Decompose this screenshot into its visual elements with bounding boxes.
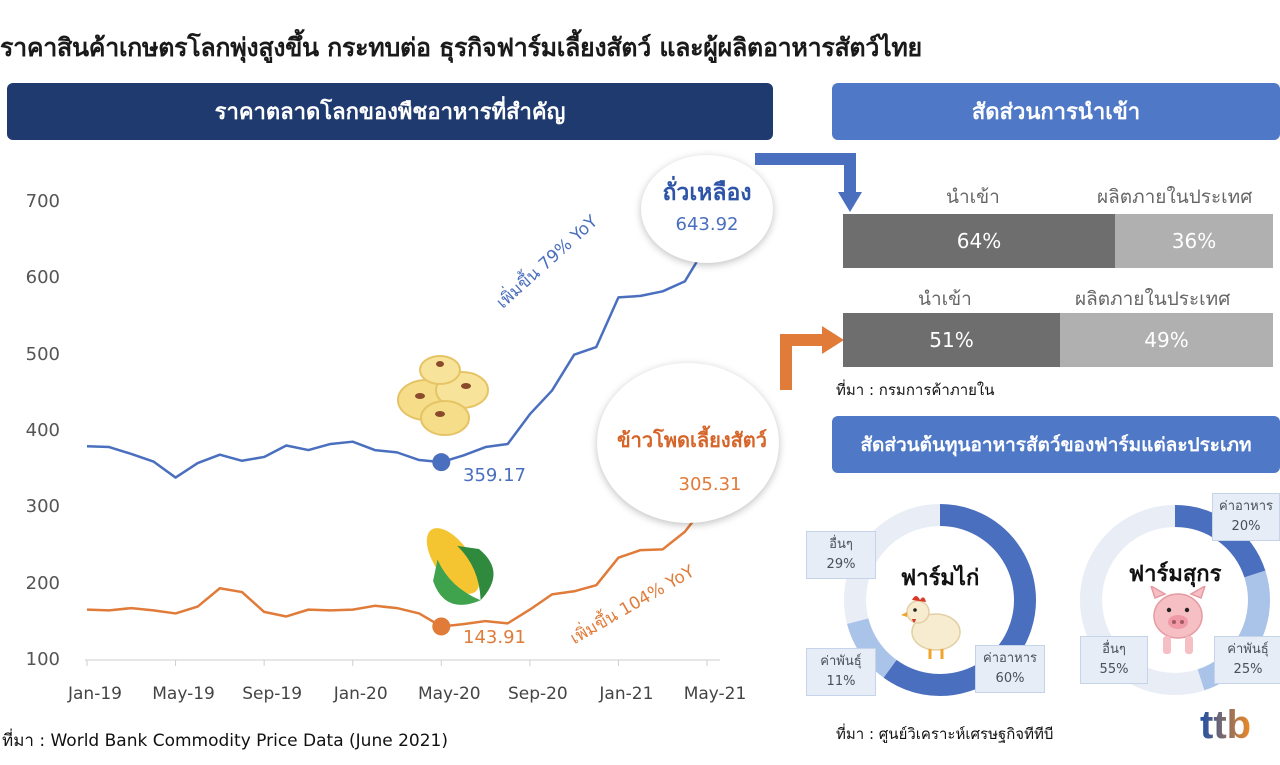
y-tick-label: 600 (25, 267, 60, 289)
corn-domestic-label: ผลิตภายในประเทศ (1075, 288, 1231, 310)
chicken-feed-label: ค่าอาหาร 60% (975, 645, 1045, 693)
ttb-logo-text: ttb (1200, 703, 1251, 747)
corn-end-value: 305.31 (678, 474, 742, 495)
arrow-right-icon (755, 153, 862, 212)
corn-label: ข้าวโพดเลี้ยงสัตว์ (616, 428, 768, 452)
arrow-right-icon (780, 326, 844, 390)
y-tick-label: 700 (25, 191, 60, 212)
chicken-slice (883, 504, 1036, 696)
corn-import-label: นำเข้า (918, 288, 972, 310)
chicken-breed-name: ค่าพันธุ์ (820, 654, 862, 669)
chicken-slice (847, 618, 897, 678)
chicken-icon (901, 596, 961, 659)
y-tick-label: 200 (25, 572, 60, 594)
page-title: ราคาสินค้าเกษตรโลกพุ่งสูงขึ้น กระทบต่อ ธ… (0, 33, 922, 62)
soybean-label: ถั่วเหลือง (662, 180, 752, 206)
y-tick-label: 300 (25, 496, 60, 518)
chicken-other-label: อื่นๆ 29% (806, 531, 876, 579)
y-tick-label: 500 (25, 343, 60, 365)
chicken-other-name: อื่นๆ (829, 537, 853, 552)
pig-breed-name: ค่าพันธุ์ (1227, 642, 1269, 657)
chicken-other-value: 29% (826, 557, 856, 572)
x-tick-label: Sep-19 (242, 684, 303, 704)
soy-import-bar: 64% (843, 214, 1115, 268)
corn-domestic-bar: 49% (1060, 313, 1273, 367)
pig-breed-label: ค่าพันธุ์ 25% (1214, 636, 1280, 684)
corn-import-bar: 51% (843, 313, 1060, 367)
soy-domestic-label: ผลิตภายในประเทศ (1097, 186, 1253, 208)
y-tick-label: 100 (25, 649, 60, 670)
pig-breed-value: 25% (1233, 662, 1263, 677)
pig-icon (1150, 586, 1206, 654)
pig-feed-label: ค่าอาหาร 20% (1212, 493, 1280, 541)
x-tick-label: Sep-20 (507, 684, 568, 704)
x-tick-label: Jan-20 (333, 684, 388, 704)
pig-other-label: อื่นๆ 55% (1080, 636, 1148, 684)
chicken-breed-value: 11% (826, 674, 856, 689)
soy-domestic-bar: 36% (1115, 214, 1273, 268)
banner-import-share: สัดส่วนการนำเข้า (832, 83, 1280, 140)
corn-callout (597, 363, 779, 523)
soy-import-label: นำเข้า (946, 186, 1000, 208)
chicken-feed-value: 60% (995, 671, 1025, 686)
pig-other-name: อื่นๆ (1102, 642, 1126, 657)
pig-feed-value: 20% (1231, 519, 1261, 534)
pig-other-value: 55% (1099, 662, 1129, 677)
pig-farm-title: ฟาร์มสุกร (1128, 562, 1222, 587)
chicken-farm-title: ฟาร์มไก่ (900, 566, 980, 591)
data-point-marker (432, 617, 451, 636)
x-tick-label: Jan-21 (599, 684, 654, 704)
x-tick-label: May-21 (683, 684, 747, 704)
soybean-callout (641, 155, 773, 263)
banner-feed-cost-share: สัดส่วนต้นทุนอาหารสัตว์ของฟาร์มแต่ละประเ… (832, 416, 1280, 473)
chicken-feed-name: ค่าอาหาร (983, 651, 1037, 666)
data-point-marker (432, 453, 451, 472)
chicken-breed-label: ค่าพันธุ์ 11% (806, 648, 876, 696)
x-tick-label: May-19 (152, 684, 215, 704)
ttb-logo-icon: ttb (1200, 700, 1280, 750)
soybean-icon (397, 355, 489, 436)
y-tick-label: 400 (25, 420, 60, 441)
pig-slice (1080, 505, 1205, 695)
banner-world-prices: ราคาตลาดโลกของพืชอาหารที่สำคัญ (7, 83, 773, 140)
cost-source: ที่มา : ศูนย์วิเคราะห์เศรษฐกิจทีทีบี (836, 725, 1054, 743)
chart-source: ที่มา : World Bank Commodity Price Data … (2, 731, 448, 751)
corn-price-line (86, 502, 708, 628)
x-tick-label: May-20 (417, 684, 481, 704)
x-tick-label: Jan-19 (68, 684, 122, 704)
soybean-end-value: 643.92 (675, 214, 739, 235)
corn-icon (426, 528, 494, 605)
import-source: ที่มา : กรมการค้าภายใน (836, 381, 995, 399)
pig-feed-name: ค่าอาหาร (1219, 499, 1273, 514)
soybean-price-line (86, 244, 709, 479)
soybean-low-value: 359.17 (463, 465, 526, 486)
corn-low-value: 143.91 (463, 627, 526, 648)
